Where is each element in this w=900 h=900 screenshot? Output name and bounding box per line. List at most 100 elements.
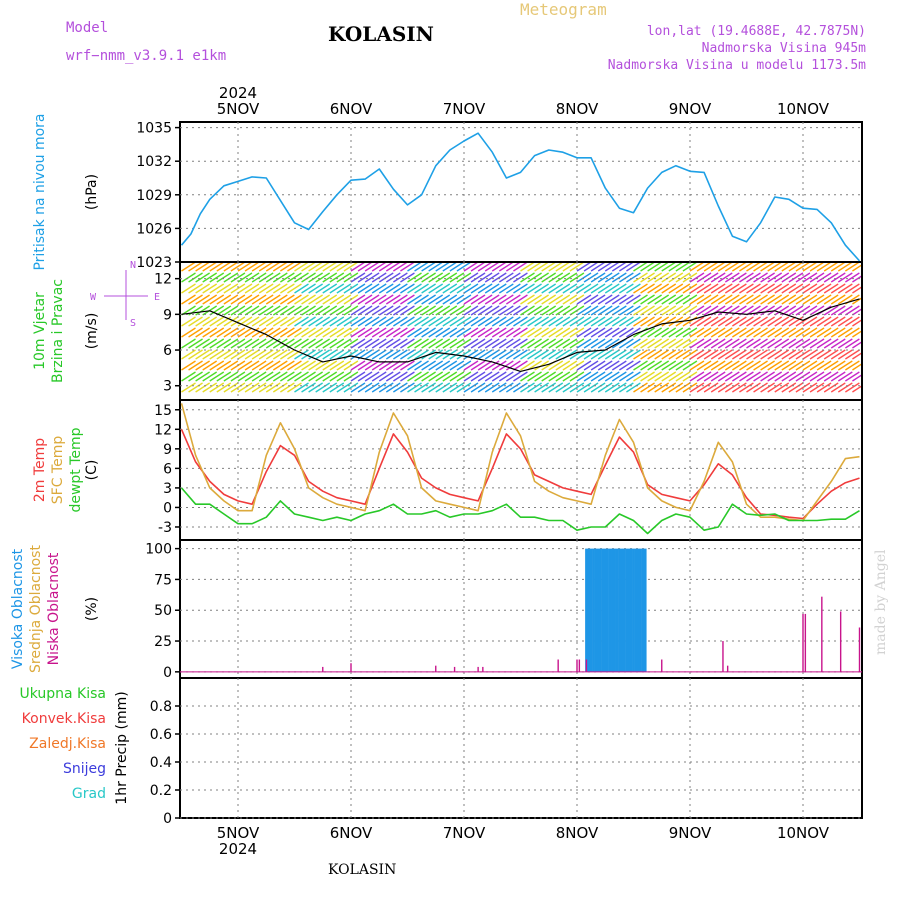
- wind-barb: [428, 283, 444, 294]
- wind-barb: [710, 283, 726, 294]
- wind-barb: [753, 283, 768, 294]
- wind-barb: [392, 349, 408, 360]
- wind-barb: [258, 360, 274, 371]
- wind-barb: [336, 262, 352, 272]
- wind-barb: [844, 360, 860, 371]
- wind-barb: [414, 316, 429, 327]
- wind-barb: [414, 327, 429, 338]
- wind-barb: [668, 262, 684, 272]
- wind-barb: [216, 371, 232, 382]
- wind-barb: [731, 349, 747, 360]
- wind-barb: [647, 316, 663, 327]
- wind-barb: [689, 316, 705, 327]
- wind-barb: [809, 338, 825, 349]
- wind-barb: [534, 305, 550, 316]
- wind-barb: [739, 382, 754, 393]
- wind-barb: [739, 272, 754, 283]
- wind-barb: [336, 272, 352, 283]
- wind-barb: [555, 294, 571, 305]
- cloud-bar: [629, 548, 633, 672]
- wind-barb: [562, 371, 578, 382]
- wind-barb: [611, 305, 627, 316]
- wind-barb: [237, 327, 253, 338]
- wind-barb: [696, 349, 712, 360]
- wind-barb: [435, 262, 451, 272]
- y-tick-label: 6: [163, 461, 172, 477]
- wind-barb: [188, 272, 203, 283]
- wind-barb: [435, 305, 451, 316]
- wind-barb: [188, 349, 203, 360]
- wind-barb: [385, 382, 401, 393]
- cloud-bar: [726, 665, 729, 672]
- wind-barb: [830, 294, 846, 305]
- cloud-bar: [821, 596, 823, 672]
- cloud-bar: [639, 548, 642, 672]
- wind-barb: [576, 283, 592, 294]
- wind-barb: [350, 327, 366, 338]
- wind-barb: [230, 283, 246, 294]
- wind-barb: [343, 327, 359, 338]
- panel-frame-4: [179, 539, 863, 679]
- wind-barb: [703, 360, 719, 371]
- wind-barb: [428, 382, 444, 393]
- wind-barb: [689, 283, 705, 294]
- wind-barb: [852, 275, 862, 283]
- wind-barb: [548, 272, 564, 283]
- wind-barb: [442, 305, 458, 316]
- wind-barb: [753, 360, 768, 371]
- wind-barb: [611, 327, 627, 338]
- wind-barb: [760, 382, 776, 393]
- wind-barb: [788, 305, 804, 316]
- wind-barb: [329, 305, 345, 316]
- wind-barb: [661, 371, 677, 382]
- wind-barb: [668, 283, 684, 294]
- wind-barb: [661, 382, 677, 393]
- wind-barb: [294, 382, 309, 393]
- wind-barb: [244, 262, 260, 272]
- wind-barb: [569, 327, 585, 338]
- wind-barb: [527, 262, 542, 272]
- wind-barb: [244, 283, 260, 294]
- wind-barb: [696, 338, 712, 349]
- wind-barb: [746, 360, 761, 371]
- wind-barb: [315, 272, 331, 283]
- wind-barb: [456, 272, 472, 283]
- wind-barb: [767, 371, 783, 382]
- wind-barb: [604, 382, 620, 393]
- wind-barb: [555, 382, 571, 393]
- wind-barb: [315, 305, 331, 316]
- credit-label: made by Angel: [873, 549, 889, 656]
- series-line-1-0: [181, 298, 860, 372]
- wind-barb: [823, 327, 839, 338]
- wind-barb: [287, 283, 302, 294]
- wind-barb: [774, 262, 790, 272]
- wind-barb: [823, 338, 839, 349]
- wind-barb: [463, 327, 479, 338]
- wind-barb: [484, 316, 500, 327]
- wind-barb: [633, 294, 648, 305]
- wind-barb: [329, 283, 345, 294]
- wind-barb: [456, 316, 472, 327]
- wind-barb: [640, 338, 655, 349]
- wind-barb: [767, 316, 783, 327]
- wind-barb: [852, 319, 862, 327]
- wind-barb: [202, 382, 218, 393]
- wind-barb: [717, 349, 733, 360]
- wind-barb: [287, 262, 302, 272]
- panel-unit: (%): [84, 597, 100, 621]
- wind-barb: [626, 283, 641, 294]
- wind-barb: [378, 262, 394, 272]
- wind-barb: [611, 294, 627, 305]
- y-tick-label: 1029: [136, 188, 172, 204]
- cloud-bar: [589, 548, 593, 672]
- wind-barb: [534, 294, 550, 305]
- y-tick-label: 0.2: [150, 783, 172, 799]
- wind-barb: [223, 338, 239, 349]
- wind-barb: [294, 283, 309, 294]
- y-tick-label: 3: [163, 379, 172, 395]
- wind-barb: [244, 316, 260, 327]
- wind-barb: [548, 294, 564, 305]
- wind-barb: [188, 316, 203, 327]
- wind-barb: [435, 338, 451, 349]
- wind-barb: [421, 316, 437, 327]
